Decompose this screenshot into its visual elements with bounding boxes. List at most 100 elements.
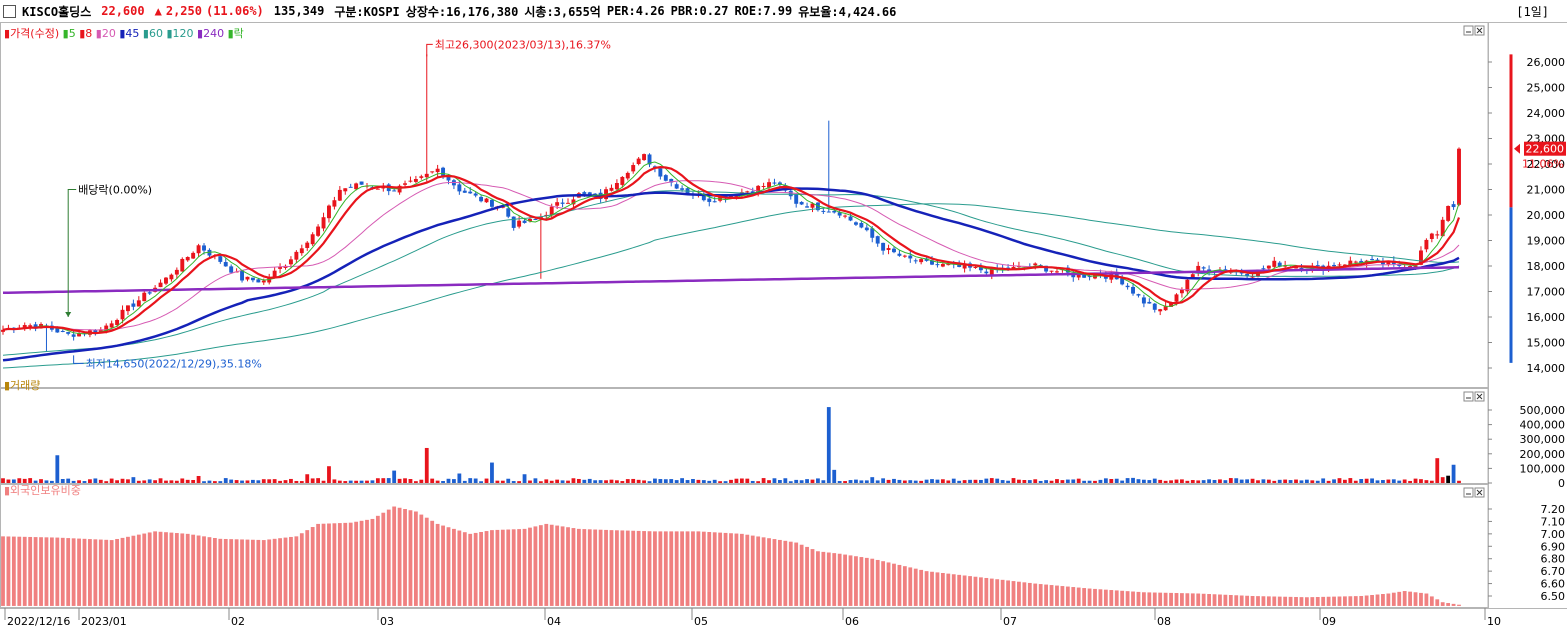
- foreign-bar: [245, 539, 250, 606]
- volume-bar: [1065, 479, 1070, 483]
- foreign-bar: [158, 531, 163, 606]
- volume-bar: [685, 480, 690, 483]
- foreign-bar: [305, 530, 310, 606]
- foreign-bar: [522, 528, 527, 606]
- period-selector[interactable]: [1일]: [1516, 4, 1549, 19]
- foreign-bar: [549, 524, 554, 606]
- candle-body: [631, 165, 636, 172]
- foreign-bar: [756, 536, 761, 606]
- volume-bar: [1343, 479, 1347, 483]
- candle-body: [1386, 261, 1391, 265]
- volume-bar: [1239, 479, 1244, 483]
- volume-bar: [1402, 479, 1407, 483]
- volume-bar: [153, 480, 158, 483]
- legend-item: 45: [125, 27, 139, 40]
- current-price-box: [1524, 141, 1566, 156]
- foreign-bar: [571, 528, 576, 606]
- candle-body: [973, 267, 978, 269]
- foreign-bar: [1364, 595, 1369, 606]
- candle-body: [109, 323, 114, 328]
- candle-body: [848, 216, 853, 221]
- volume-bar: [843, 481, 847, 483]
- candle-body: [22, 325, 27, 329]
- foreign-bar: [1033, 583, 1038, 606]
- candle-body: [180, 258, 185, 272]
- foreign-bar: [1402, 591, 1407, 606]
- legend-item: 8: [85, 27, 92, 40]
- foreign-bar: [147, 532, 152, 606]
- candle-body: [424, 173, 429, 178]
- candle-body: [169, 274, 174, 280]
- candle-body: [1169, 302, 1174, 307]
- foreign-bar: [1120, 590, 1125, 606]
- foreign-bar: [44, 537, 49, 606]
- candle-body: [272, 270, 277, 277]
- candle-body: [892, 248, 896, 253]
- x-tick-label: 05: [694, 615, 708, 628]
- candle-body: [1065, 267, 1070, 273]
- per-value: PER:4.26: [606, 4, 665, 18]
- volume-bar: [701, 480, 706, 483]
- foreign-bar: [864, 557, 869, 606]
- volume-bar: [919, 480, 924, 483]
- candle-body: [1413, 265, 1418, 267]
- volume-bar: [625, 479, 630, 483]
- foreign-bar: [120, 537, 125, 606]
- trade-volume: 135,349: [273, 4, 325, 18]
- candle-body: [1435, 234, 1440, 236]
- volume-bar: [6, 479, 11, 483]
- foreign-bar: [17, 536, 22, 606]
- foreign-bar: [1065, 586, 1070, 606]
- foreign-bar: [207, 537, 212, 606]
- candle-body: [919, 259, 924, 263]
- foreign-bar: [566, 527, 570, 606]
- candle-body: [593, 193, 598, 195]
- volume-bar: [1049, 480, 1054, 483]
- foreign-bar: [951, 574, 956, 606]
- volume-bar: [174, 480, 179, 483]
- candle-body: [897, 253, 902, 256]
- candle-body: [1082, 273, 1087, 278]
- foreign-bar: [669, 531, 674, 606]
- candle-body: [506, 208, 511, 217]
- y-tick-label: 17,000: [1527, 286, 1566, 299]
- volume-bar: [310, 478, 315, 483]
- header-checkbox[interactable]: [3, 4, 16, 18]
- foreign-bar: [729, 533, 733, 606]
- foreign-bar: [897, 564, 902, 606]
- foreign-bar: [1359, 596, 1364, 606]
- stock-name[interactable]: KISCO홀딩스: [22, 4, 92, 19]
- candle-body: [587, 192, 592, 195]
- foreign-bar: [310, 527, 315, 606]
- volume-bar: [158, 478, 163, 483]
- volume-bar: [1457, 480, 1461, 483]
- volume-bar: [1218, 479, 1222, 483]
- stock-chart[interactable]: 26,00025,00024,00023,00022,00021,00020,0…: [0, 22, 1567, 630]
- candle-body: [528, 218, 532, 222]
- candle-body: [571, 199, 576, 205]
- candle-body: [930, 260, 934, 265]
- candle-body: [1315, 265, 1320, 267]
- candle-body: [669, 178, 674, 183]
- legend-item: 240: [203, 27, 224, 40]
- volume-bar: [1158, 479, 1163, 483]
- volume-bar: [772, 478, 777, 483]
- foreign-bar: [479, 531, 483, 606]
- foreign-bar: [39, 537, 43, 606]
- low-annotation: 최저14,650(2022/12/29),35.18%: [86, 357, 262, 370]
- candle-body: [142, 292, 147, 302]
- foreign-bar: [452, 528, 456, 606]
- foreign-bar: [1027, 582, 1032, 606]
- foreign-bar: [533, 526, 538, 606]
- volume-bar: [1266, 479, 1271, 483]
- candle-body: [1359, 260, 1364, 263]
- candle-body: [1294, 266, 1298, 269]
- high-annotation: 최고26,300(2023/03/13),16.37%: [435, 38, 611, 51]
- volume-bar: [1017, 479, 1021, 483]
- volume-bar: [403, 478, 407, 483]
- volume-bar: [22, 478, 27, 483]
- volume-bar: [712, 479, 717, 483]
- volume-bar: [397, 478, 402, 483]
- foreign-bar: [506, 529, 511, 606]
- candle-body: [1429, 233, 1434, 239]
